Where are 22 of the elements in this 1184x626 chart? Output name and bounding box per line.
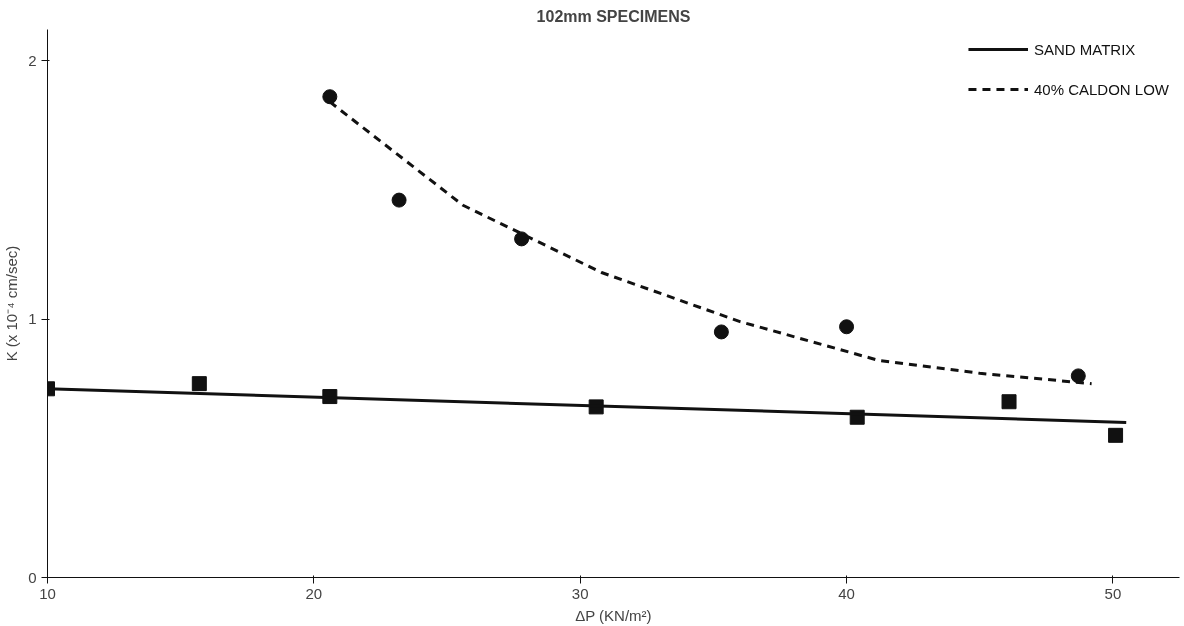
x-tick-label: 20 <box>305 584 323 602</box>
y-tick-label: 2 <box>28 51 37 69</box>
point <box>1108 427 1124 443</box>
chart-title: 102mm SPECIMENS <box>536 7 691 25</box>
x-axis-title: ΔP (KN/m²) <box>575 606 652 624</box>
point <box>514 231 530 247</box>
point <box>391 192 407 208</box>
legend-label: SAND MATRIX <box>1033 40 1136 58</box>
x-tick-label: 40 <box>838 584 855 602</box>
y-axis-title: K (x 10⁻⁴ cm/sec) <box>3 245 21 362</box>
legend-label: 40% CALDON LOW <box>1033 80 1169 98</box>
point <box>713 324 729 340</box>
point <box>322 89 338 105</box>
x-tick-label: 50 <box>1104 584 1122 602</box>
point <box>1070 368 1086 384</box>
y-tick-label: 0 <box>28 568 37 586</box>
x-tick-label: 30 <box>571 584 589 602</box>
point <box>839 319 855 335</box>
y-tick-label: 1 <box>28 310 37 328</box>
point <box>191 376 207 392</box>
point <box>1001 394 1017 410</box>
x-tick-label: 10 <box>39 584 56 602</box>
